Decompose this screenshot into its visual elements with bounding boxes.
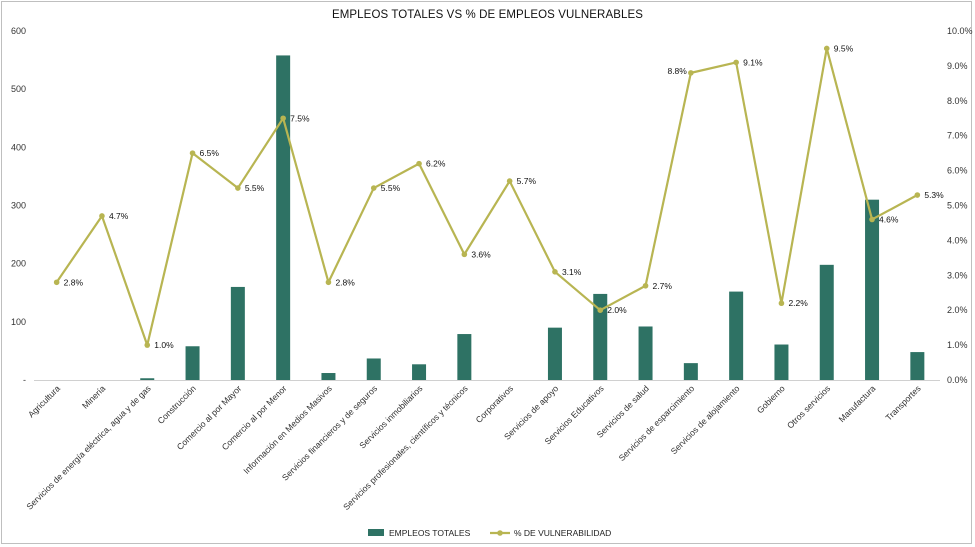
data-label: 6.2%	[426, 159, 446, 169]
data-label: 9.5%	[834, 43, 854, 53]
line-point	[280, 115, 286, 122]
line-point	[53, 279, 60, 286]
legend-bar-swatch	[368, 529, 384, 536]
data-label: 5.5%	[245, 183, 265, 193]
data-label: 7.5%	[290, 113, 310, 123]
bar	[276, 55, 291, 381]
bar	[593, 293, 608, 380]
legend-label-empleos: EMPLEOS TOTALES	[389, 528, 471, 538]
data-label: 2.7%	[653, 281, 673, 291]
x-tick-label: Corporativos	[474, 383, 516, 425]
line-point	[642, 282, 649, 289]
data-label: 9.1%	[743, 57, 763, 67]
line-point	[778, 300, 785, 307]
y-right-tick-label: 5.0%	[947, 201, 968, 211]
line-point	[506, 178, 513, 184]
bar	[140, 378, 155, 380]
bar	[638, 326, 653, 380]
line-point	[189, 150, 196, 156]
data-label: 5.3%	[924, 190, 944, 200]
bar	[819, 264, 834, 380]
line-point	[733, 59, 739, 66]
x-tick-label: Manufactura	[837, 383, 878, 424]
y-left-tick-label: 400	[11, 142, 26, 152]
x-tick-label: Servicios de esparcimiento	[617, 383, 697, 463]
y-right-tick-label: 3.0%	[947, 270, 968, 280]
line-point	[416, 160, 422, 167]
y-right-tick-label: 6.0%	[947, 166, 968, 176]
line-point	[99, 213, 105, 219]
x-tick-label: Servicios financieros y de seguros	[280, 383, 379, 482]
data-label: 5.5%	[381, 183, 401, 193]
y-right-tick-label: 0.0%	[947, 375, 968, 385]
vulnerability-line	[55, 47, 918, 347]
data-label: 2.8%	[335, 277, 355, 287]
line-point	[552, 269, 558, 275]
x-tick-label: Agricultura	[26, 383, 62, 419]
y-left-tick-label: -	[23, 375, 26, 385]
line-point	[461, 251, 468, 258]
data-label: 2.0%	[607, 305, 627, 315]
y-right-tick-label: 4.0%	[947, 235, 968, 245]
y-left-tick-label: 100	[11, 317, 26, 327]
line-point	[823, 45, 830, 52]
y-left-tick-label: 300	[11, 201, 26, 211]
y-left-tick-label: 600	[11, 26, 26, 36]
x-tick-label: Transportes	[883, 383, 922, 422]
bar	[412, 364, 427, 380]
legend-label-vulnerabilidad: % DE VULNERABILIDAD	[514, 528, 611, 538]
bar	[230, 286, 245, 380]
line-point	[370, 185, 377, 191]
data-label: 4.7%	[109, 211, 129, 221]
legend-line-marker	[497, 530, 503, 536]
bar	[366, 358, 381, 380]
data-label: 1.0%	[154, 340, 174, 350]
x-tick-label: Gobierno	[755, 383, 787, 415]
data-label: 8.8%	[667, 66, 687, 76]
bar	[774, 344, 789, 380]
bar	[547, 327, 562, 380]
bar	[321, 373, 336, 380]
line-point	[597, 307, 604, 314]
data-label: 6.5%	[200, 148, 220, 158]
bar	[457, 334, 472, 380]
x-tick-label: Construcción	[155, 383, 198, 426]
y-right-tick-label: 9.0%	[947, 61, 968, 71]
line-point	[144, 342, 151, 348]
chart-title: EMPLEOS TOTALES VS % DE EMPLEOS VULNERAB…	[331, 9, 644, 21]
line-point	[688, 70, 694, 76]
line-point	[914, 192, 921, 198]
x-tick-label: Otros servicios	[785, 383, 832, 430]
data-label: 4.6%	[879, 214, 899, 224]
data-label: 5.7%	[517, 176, 537, 186]
bar	[865, 199, 880, 380]
line-point	[235, 185, 241, 191]
y-right-tick-label: 7.0%	[947, 131, 968, 141]
y-right-tick-label: 1.0%	[947, 340, 968, 350]
bar	[910, 352, 925, 380]
bar	[185, 346, 200, 380]
x-tick-label: Información en Medios Masivos	[241, 383, 334, 476]
y-left-tick-label: 200	[11, 259, 26, 269]
bar	[729, 291, 744, 380]
y-right-tick-label: 2.0%	[947, 305, 968, 315]
data-label: 3.1%	[562, 267, 582, 277]
y-right-tick-label: 10.0%	[947, 26, 973, 36]
data-label: 2.8%	[64, 277, 84, 287]
y-right-tick-label: 8.0%	[947, 96, 968, 106]
data-label: 3.6%	[471, 249, 491, 259]
bar	[683, 363, 698, 380]
x-tick-label: Minería	[80, 383, 107, 410]
line-point	[325, 279, 332, 286]
line-point	[869, 216, 875, 223]
y-left-tick-label: 500	[11, 84, 26, 94]
data-label: 2.2%	[788, 298, 808, 308]
